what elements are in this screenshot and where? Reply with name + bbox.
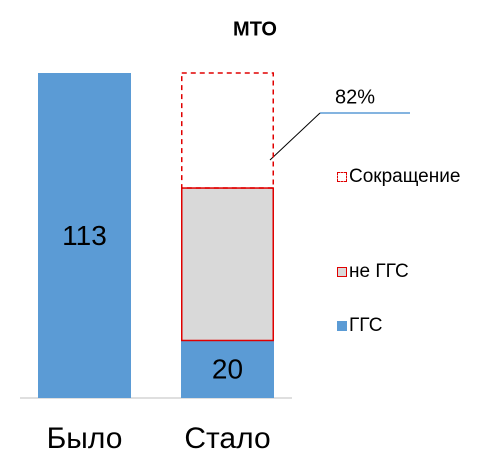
legend-item: не ГГС	[337, 258, 497, 286]
legend-label: Сокращение	[349, 166, 461, 187]
legend-item: Сокращение	[337, 163, 497, 191]
leader-line	[269, 112, 321, 161]
data-label: 113	[62, 220, 107, 251]
legend-swatch	[337, 172, 347, 182]
legend-item: ГГС	[337, 312, 497, 340]
bar-segment	[181, 340, 274, 398]
bar-segment	[38, 73, 131, 398]
bar-segment	[181, 72, 274, 189]
chart-title: МТО	[233, 18, 277, 40]
data-label: 20	[212, 354, 243, 385]
x-tick-label: Было	[47, 422, 123, 455]
annotation: 82%	[335, 86, 375, 108]
legend-swatch	[337, 321, 347, 331]
x-tick-label: Стало	[184, 422, 270, 455]
legend-swatch	[337, 267, 347, 277]
legend-label: не ГГС	[349, 261, 409, 282]
bar-segment	[181, 187, 274, 342]
legend-label: ГГС	[349, 315, 383, 336]
